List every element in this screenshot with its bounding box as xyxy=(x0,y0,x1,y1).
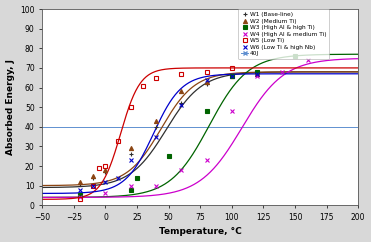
W6 (Low Ti & high Nb) xyxy=(128,159,133,162)
W5 (Low Ti) xyxy=(78,198,82,201)
W3 (High Al & high Ti) xyxy=(167,155,171,158)
W2 (Medium Ti) xyxy=(154,120,158,122)
W1 (Base-line) xyxy=(91,176,95,179)
W5 (Low Ti) xyxy=(91,184,95,187)
W5 (Low Ti) xyxy=(204,70,209,73)
W6 (Low Ti & high Nb) xyxy=(103,180,108,183)
Line: W2 (Medium Ti): W2 (Medium Ti) xyxy=(78,72,259,184)
W1 (Base-line) xyxy=(154,125,158,128)
W3 (High Al & high Ti) xyxy=(78,194,82,197)
W3 (High Al & high Ti) xyxy=(204,110,209,113)
W2 (Medium Ti) xyxy=(255,72,259,75)
W6 (Low Ti & high Nb) xyxy=(154,135,158,138)
W6 (Low Ti & high Nb) xyxy=(255,72,259,75)
W4 (High Al & medium Ti) xyxy=(128,184,133,187)
W3 (High Al & high Ti) xyxy=(135,176,139,179)
W6 (Low Ti & high Nb) xyxy=(230,74,234,77)
W4 (High Al & medium Ti) xyxy=(103,192,108,195)
Legend: W1 (Base-line), W2 (Medium Ti), W3 (High Al & high Ti), W4 (High Al & medium Ti): W1 (Base-line), W2 (Medium Ti), W3 (High… xyxy=(238,9,329,59)
W1 (Base-line) xyxy=(103,170,108,173)
W4 (High Al & medium Ti) xyxy=(305,59,310,61)
W4 (High Al & medium Ti) xyxy=(204,159,209,162)
Line: W4 (High Al & medium Ti): W4 (High Al & medium Ti) xyxy=(78,58,310,200)
W1 (Base-line) xyxy=(179,102,184,105)
W4 (High Al & medium Ti) xyxy=(179,168,184,171)
W5 (Low Ti) xyxy=(179,72,184,75)
Line: W6 (Low Ti & high Nb): W6 (Low Ti & high Nb) xyxy=(78,71,260,192)
W6 (Low Ti & high Nb) xyxy=(116,176,120,179)
W2 (Medium Ti) xyxy=(204,80,209,83)
W3 (High Al & high Ti) xyxy=(255,70,259,73)
W6 (Low Ti & high Nb) xyxy=(204,78,209,81)
W3 (High Al & high Ti) xyxy=(293,55,297,58)
Y-axis label: Absorbed Energy, J: Absorbed Energy, J xyxy=(6,59,14,155)
W6 (Low Ti & high Nb) xyxy=(78,188,82,191)
Line: W1 (Base-line): W1 (Base-line) xyxy=(78,71,260,186)
W5 (Low Ti) xyxy=(154,76,158,79)
W6 (Low Ti & high Nb) xyxy=(179,104,184,107)
W3 (High Al & high Ti) xyxy=(128,188,133,191)
W5 (Low Ti) xyxy=(128,106,133,109)
W4 (High Al & medium Ti) xyxy=(280,70,285,73)
W4 (High Al & medium Ti) xyxy=(255,74,259,77)
W6 (Low Ti & high Nb) xyxy=(91,184,95,187)
W4 (High Al & medium Ti) xyxy=(230,110,234,113)
X-axis label: Temperature, °C: Temperature, °C xyxy=(159,227,242,236)
W4 (High Al & medium Ti) xyxy=(78,196,82,199)
W1 (Base-line) xyxy=(204,82,209,85)
W2 (Medium Ti) xyxy=(91,174,95,177)
W4 (High Al & medium Ti) xyxy=(154,184,158,187)
W5 (Low Ti) xyxy=(103,165,108,167)
W5 (Low Ti) xyxy=(230,67,234,69)
W2 (Medium Ti) xyxy=(103,168,108,171)
W5 (Low Ti) xyxy=(97,166,101,169)
W1 (Base-line) xyxy=(78,182,82,185)
W2 (Medium Ti) xyxy=(179,90,184,93)
W5 (Low Ti) xyxy=(141,84,145,87)
Line: W5 (Low Ti): W5 (Low Ti) xyxy=(78,66,234,201)
W2 (Medium Ti) xyxy=(230,74,234,77)
W2 (Medium Ti) xyxy=(128,147,133,150)
W1 (Base-line) xyxy=(128,153,133,156)
W3 (High Al & high Ti) xyxy=(230,74,234,77)
W1 (Base-line) xyxy=(255,72,259,75)
Line: W3 (High Al & high Ti): W3 (High Al & high Ti) xyxy=(78,54,297,197)
W1 (Base-line) xyxy=(230,74,234,77)
W2 (Medium Ti) xyxy=(78,180,82,183)
W5 (Low Ti) xyxy=(116,139,120,142)
